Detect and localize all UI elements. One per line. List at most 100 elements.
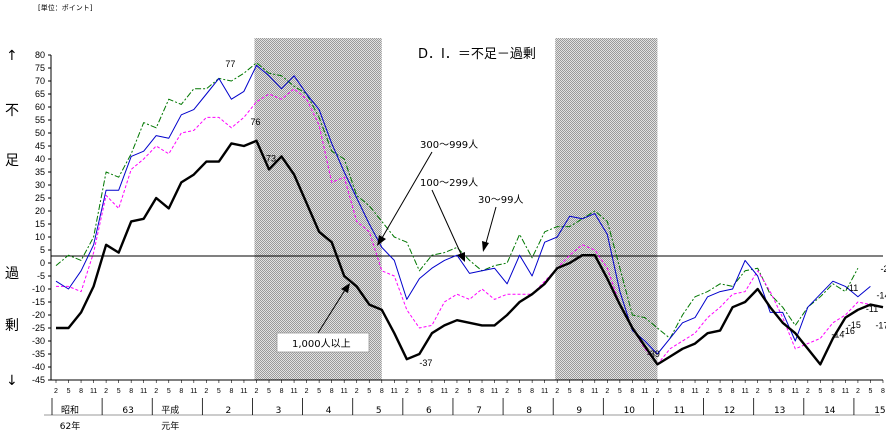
month-label: 8 (330, 388, 334, 395)
value-annotation: -14 (876, 290, 886, 300)
month-label: 8 (79, 388, 83, 395)
month-label: 11 (90, 388, 97, 395)
year-label: 平成 (161, 404, 179, 416)
year-label: 8 (526, 406, 532, 416)
ytick-label: 70 (35, 76, 45, 86)
arrowhead-1000 (341, 283, 350, 293)
label-box-1000 (276, 332, 370, 353)
month-label: 2 (104, 388, 108, 395)
ylabel-bottom-2: 剰 (5, 318, 19, 334)
series-line-1 (55, 64, 871, 355)
ytick-label: 80 (35, 50, 45, 60)
ytick-label: 30 (35, 180, 45, 190)
month-label: 8 (781, 388, 785, 395)
month-label: 5 (718, 388, 722, 395)
year-label: 10 (624, 406, 636, 416)
month-label: 5 (568, 388, 572, 395)
ytick-label: -15 (32, 297, 45, 307)
recession-band-1 (555, 38, 658, 380)
month-label: 2 (555, 388, 559, 395)
series-line-3 (55, 62, 859, 339)
month-label: 8 (229, 388, 233, 395)
year-label: 12 (724, 406, 735, 416)
month-label: 2 (405, 388, 409, 395)
value-annotation: -39 (647, 349, 660, 359)
ylabel-bottom-1: 過 (5, 266, 19, 282)
year-label: 元年 (161, 420, 179, 432)
month-label: 8 (881, 388, 885, 395)
ytick-label: 45 (35, 141, 45, 151)
month-label: 2 (856, 388, 860, 395)
ytick-label: -40 (32, 362, 45, 372)
x-axis-ticks: 2 5 8 11 2 5 8 11 2 5 8 11 2 5 8 11 2 5 8 11 2 5 8 11 2 5 8 11 2 5 8 11… (44, 380, 886, 432)
month-label: 11 (290, 388, 297, 395)
month-label: 2 (505, 388, 509, 395)
month-label: 5 (818, 388, 822, 395)
month-label: 11 (391, 388, 398, 395)
month-label: 8 (179, 388, 183, 395)
value-annotation: -37 (419, 358, 432, 368)
y-axis-ticks: 80757065605550454035302520151050-5-10-15… (32, 50, 51, 385)
year-label: 14 (824, 406, 836, 416)
series-lines (55, 62, 884, 366)
value-annotation: -11 (866, 304, 878, 314)
arrow-100-299 (431, 189, 462, 255)
month-label: 5 (768, 388, 772, 395)
month-label: 2 (706, 388, 710, 395)
arrow-300-999 (381, 151, 433, 239)
value-annotation: -15 (848, 320, 861, 330)
ytick-label: 75 (35, 63, 45, 73)
month-label: 8 (731, 388, 735, 395)
unit-label: [単位：ポイント] (38, 3, 93, 12)
ytick-label: 35 (35, 167, 45, 177)
recession-shading (254, 38, 658, 380)
month-label: 8 (380, 388, 384, 395)
month-label: 8 (430, 388, 434, 395)
recession-band-0 (254, 38, 382, 380)
year-label: 63 (122, 406, 133, 416)
label-30-99: 30～99人 (478, 194, 523, 206)
ytick-label: 0 (40, 258, 45, 268)
ytick-label: 10 (35, 232, 45, 242)
ytick-label: 5 (40, 245, 45, 255)
month-label: 11 (441, 388, 448, 395)
month-label: 5 (67, 388, 71, 395)
ytick-label: 20 (35, 206, 45, 216)
arrowhead-300-999 (377, 235, 386, 246)
month-label: 5 (267, 388, 271, 395)
ytick-label: -10 (32, 284, 45, 294)
month-label: 2 (806, 388, 810, 395)
month-label: 2 (255, 388, 259, 395)
ylabel-top-2: 足 (5, 153, 19, 169)
label-300-999: 300～999人 (420, 139, 478, 151)
month-label: 8 (831, 388, 835, 395)
year-label: 5 (376, 406, 382, 416)
month-label: 8 (630, 388, 634, 395)
value-annotation: -16 (842, 326, 855, 336)
month-label: 11 (591, 388, 598, 395)
month-label: 8 (530, 388, 534, 395)
month-label: 5 (468, 388, 472, 395)
month-label: 8 (280, 388, 284, 395)
month-label: 2 (204, 388, 208, 395)
value-annotation: 76 (250, 117, 260, 127)
ytick-label: 40 (35, 154, 45, 164)
month-label: 8 (129, 388, 133, 395)
label-1000: 1,000人以上 (292, 338, 351, 350)
year-label: 3 (276, 406, 282, 416)
ytick-label: 55 (35, 115, 45, 125)
month-label: 2 (605, 388, 609, 395)
value-annotation: 73 (266, 153, 276, 163)
ytick-label: -30 (32, 336, 45, 346)
ylabel-top-arrow: ↑ (6, 48, 18, 64)
value-annotation: 77 (225, 59, 235, 69)
value-annotation: -14 (831, 330, 844, 340)
month-label: 2 (756, 388, 760, 395)
month-label: 11 (240, 388, 247, 395)
ytick-label: -35 (32, 349, 45, 359)
value-annotations: 77 76 73 -37 -39 -2 -11 -11 -14 -14 -15-16 -17 (225, 59, 886, 368)
month-label: 5 (618, 388, 622, 395)
month-label: 11 (190, 388, 197, 395)
value-annotation: -17 (875, 321, 886, 331)
